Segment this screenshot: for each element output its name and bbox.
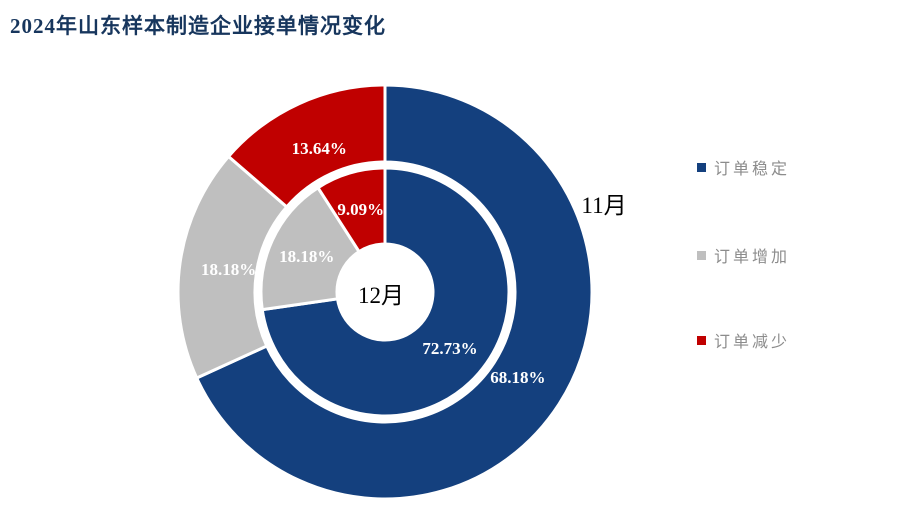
chart-title: 2024年山东样本制造企业接单情况变化 [10,14,386,38]
legend-item-orders-decrease: 订单减少 [697,329,790,351]
inner-slice-orders-stable [260,166,511,418]
inner-slice-orders-decrease [315,166,387,254]
outer-slice-label-orders-increase: 18.18% [201,260,256,279]
inner-slice-label-orders-stable: 72.73% [422,339,477,358]
legend-item-orders-stable: 订单稳定 [697,156,790,178]
inner-ring-month-label: 12月 [358,283,404,308]
legend-swatch-orders-stable-icon [697,162,706,172]
inner-slice-orders-increase [259,185,362,312]
inner-slice-label-orders-decrease: 9.09% [337,200,384,219]
legend-label-orders-decrease: 订单减少 [714,334,791,351]
outer-slice-orders-decrease [226,83,387,210]
legend-label-orders-stable: 订单稳定 [714,161,791,178]
inner-slice-label-orders-increase: 18.18% [279,247,334,266]
outer-ring-month-label: 11月 [581,193,627,218]
outer-slice-label-orders-decrease: 13.64% [292,139,347,158]
legend-item-orders-increase: 订单增加 [697,244,790,266]
outer-slice-orders-stable [194,83,594,501]
legend-swatch-orders-increase-icon [697,250,706,260]
legend-swatch-orders-decrease-icon [697,335,706,345]
outer-slice-label-orders-stable: 68.18% [490,368,545,387]
legend-label-orders-increase: 订单增加 [714,249,791,266]
